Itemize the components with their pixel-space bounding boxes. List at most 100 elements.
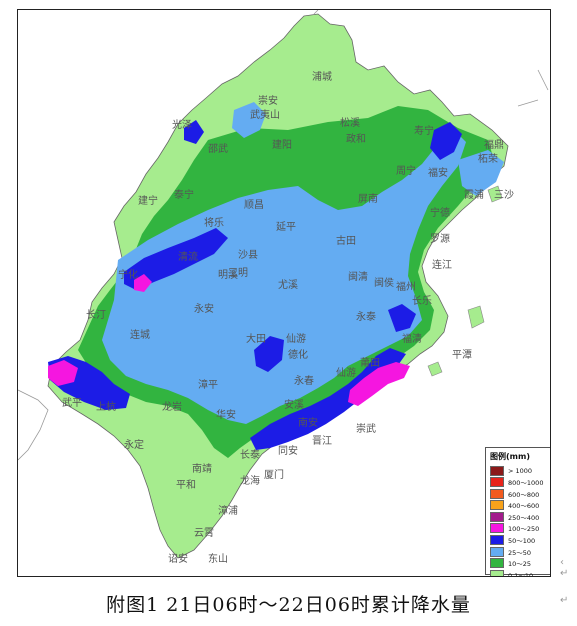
- legend-item: 400～600: [490, 500, 548, 511]
- place-label: 宁化: [118, 270, 138, 281]
- place-label: 诏安: [168, 554, 188, 565]
- place-label: 福州: [396, 282, 416, 293]
- legend-item: 100～250: [490, 523, 548, 534]
- coastal-islands: [427, 185, 503, 377]
- legend-item: 10～25: [490, 558, 548, 569]
- legend-label: 25～50: [508, 548, 532, 557]
- place-label: 武夷山: [250, 110, 280, 121]
- place-label: 三明: [228, 268, 248, 279]
- place-label: 屏南: [358, 194, 378, 205]
- legend-swatch: [490, 558, 504, 569]
- neighbour-boundary-west: [18, 389, 49, 461]
- place-label: 罗源: [430, 234, 450, 245]
- zone-50-100-northeast: [430, 122, 462, 160]
- place-label: 厦门: [264, 470, 284, 481]
- legend-item: 250～400: [490, 511, 548, 522]
- legend-rows: > 1000 800～1000 600～800 400～600 250～400 100～2…: [490, 465, 548, 577]
- place-label: 浦城: [312, 72, 332, 83]
- place-label: 闽侯: [374, 278, 394, 289]
- place-label: 柘荣: [478, 154, 498, 165]
- place-label: 清流: [178, 252, 198, 263]
- legend-label: 0.1～10: [508, 571, 534, 577]
- legend-label: 800～1000: [508, 479, 544, 488]
- place-label: 平和: [176, 480, 196, 491]
- legend-swatch: [490, 500, 504, 511]
- place-label: 光泽: [172, 120, 192, 131]
- legend-swatch: [490, 511, 504, 522]
- legend-label: 600～800: [508, 490, 540, 499]
- legend-item: 600～800: [490, 488, 548, 499]
- legend-swatch: [490, 569, 504, 576]
- place-label: 长泰: [240, 450, 260, 461]
- legend-item: 25～50: [490, 546, 548, 557]
- place-label: 同安: [278, 446, 298, 457]
- place-label: 长汀: [86, 310, 106, 321]
- place-label: 东山: [208, 554, 228, 565]
- place-label: 永春: [294, 376, 314, 387]
- place-label: 建阳: [272, 140, 292, 151]
- place-label: 泰宁: [174, 190, 194, 201]
- place-label: 云霄: [194, 528, 214, 539]
- place-label: 莆田: [360, 358, 380, 369]
- legend-label: > 1000: [508, 466, 533, 475]
- place-label: 武平: [62, 398, 82, 409]
- place-label: 建宁: [138, 196, 158, 207]
- legend-swatch: [490, 477, 504, 488]
- place-label: 永泰: [356, 312, 376, 323]
- place-label: 仙游: [336, 368, 356, 379]
- legend-swatch: [490, 488, 504, 499]
- place-label: 崇安: [258, 96, 278, 107]
- place-label: 顺昌: [244, 200, 264, 211]
- place-label: 龙海: [240, 476, 260, 487]
- return-arrow-icon-caption: ↵: [560, 595, 569, 606]
- place-label: 南靖: [192, 464, 212, 475]
- place-label: 永安: [194, 304, 214, 315]
- place-label: 平潭: [452, 350, 472, 361]
- place-label: 明溪: [218, 270, 238, 281]
- place-label: 漳平: [198, 380, 218, 391]
- place-label: 闽清: [348, 272, 368, 283]
- place-label: 福鼎: [484, 140, 504, 151]
- legend-swatch: [490, 465, 504, 476]
- legend-item: 0.1～10: [490, 569, 548, 577]
- place-label: 安溪: [284, 400, 304, 411]
- legend-item: 50～100: [490, 535, 548, 546]
- figure-caption: 附图1 21日06时～22日06时累计降水量: [106, 594, 471, 616]
- place-label: 连江: [432, 260, 452, 271]
- place-label: 延平: [276, 222, 296, 233]
- neighbour-boundary-north: [313, 10, 549, 107]
- place-label: 长乐: [412, 296, 432, 307]
- place-label: 政和: [346, 134, 366, 145]
- legend-label: 250～400: [508, 513, 540, 522]
- legend-label: 50～100: [508, 537, 536, 546]
- zone-25-50-northeast: [458, 150, 504, 196]
- place-label: 三沙: [494, 190, 514, 201]
- legend-title: 图例(mm): [490, 452, 530, 461]
- zone-50-100-ninghua: [124, 228, 228, 290]
- legend-label: 400～600: [508, 502, 540, 511]
- place-label: 霞浦: [464, 190, 484, 201]
- place-label: 大田: [246, 334, 266, 345]
- place-label: 松溪: [340, 118, 360, 129]
- place-label: 上杭: [96, 402, 116, 413]
- place-label: 华安: [216, 410, 236, 421]
- legend-label: 10～25: [508, 560, 532, 569]
- place-label: 仙游: [286, 334, 306, 345]
- place-label: 南安: [298, 418, 318, 429]
- place-label: 永定: [124, 440, 144, 451]
- place-label: 宁德: [430, 208, 450, 219]
- map-frame: 浦城 崇安 武夷山 光泽 松溪 政和 寿宁 邵武 建阳 福鼎 柘荣 周宁 福安 霞浦 三沙 建宁 泰宁 顺昌 屏南将…: [17, 9, 551, 577]
- place-label: 古田: [336, 236, 356, 247]
- rainfall-map: [18, 10, 549, 559]
- place-label: 沙县: [238, 250, 258, 261]
- zone-50-100-south: [250, 348, 406, 450]
- zone-25-50-north: [232, 102, 266, 138]
- legend-swatch: [490, 523, 504, 534]
- zone-100-250-coast: [348, 362, 410, 406]
- zone-50-100-east: [388, 304, 416, 332]
- legend-label: 100～250: [508, 525, 540, 534]
- place-label: 晋江: [312, 436, 332, 447]
- zone-50-100-center: [254, 336, 284, 372]
- legend-swatch: [490, 535, 504, 546]
- legend-swatch: [490, 546, 504, 557]
